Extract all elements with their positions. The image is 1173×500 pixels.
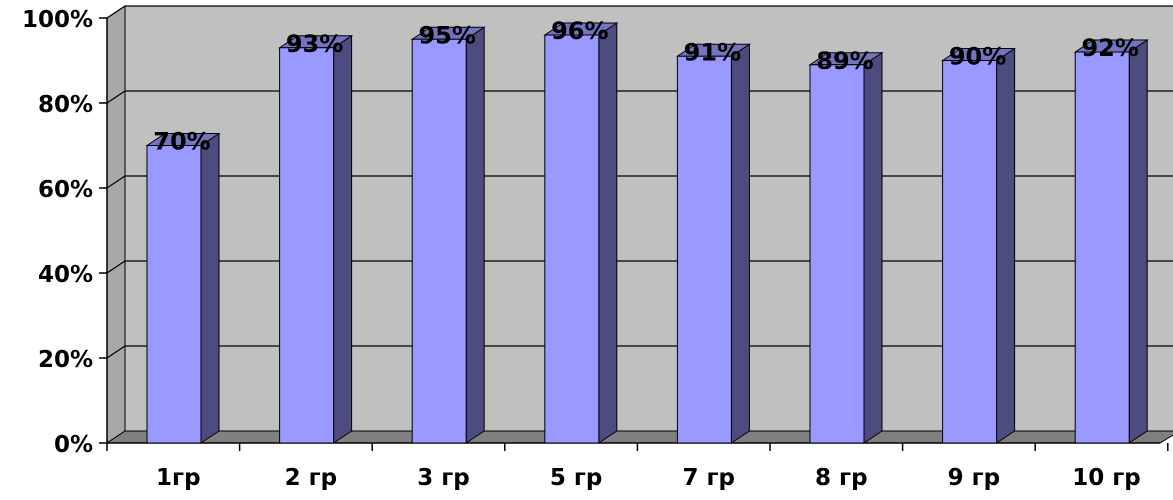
x-tick-label: 10 гр xyxy=(1072,465,1141,491)
gridline xyxy=(106,5,1173,19)
bar-front xyxy=(411,38,467,444)
data-label: 91% xyxy=(684,38,741,66)
data-labels: 70% 93% 95% 96% 91% 89% 90% 92% xyxy=(153,17,1139,156)
data-label: 90% xyxy=(949,43,1006,71)
x-tick-label: 1гр xyxy=(156,465,200,491)
x-tick-label: 2 гр xyxy=(285,465,338,491)
data-label: 70% xyxy=(153,128,210,156)
y-tick-label: 0% xyxy=(54,432,93,458)
bar-front xyxy=(1074,51,1130,444)
bar-front xyxy=(146,145,202,444)
data-label: 95% xyxy=(418,21,475,49)
bar-side xyxy=(465,26,485,444)
bars xyxy=(145,22,1149,444)
bar-side xyxy=(1128,39,1148,444)
bar-front xyxy=(809,64,865,444)
bar-side xyxy=(730,43,750,444)
bar xyxy=(145,132,221,444)
data-label: 92% xyxy=(1081,34,1138,62)
bar xyxy=(808,51,884,444)
bar-front xyxy=(279,47,335,444)
y-tick-label: 20% xyxy=(38,347,93,373)
x-tick-label: 3 гр xyxy=(417,465,470,491)
bar-side xyxy=(598,22,618,444)
data-label: 89% xyxy=(816,47,873,75)
y-axis-tick-labels: 0% 20% 40% 60% 80% 100% xyxy=(22,7,93,458)
x-axis-tick-labels: 1гр 2 гр 3 гр 5 гр 7 гр 8 гр 9 гр 10 гр xyxy=(156,465,1141,491)
bar-side xyxy=(996,47,1016,444)
bar xyxy=(277,34,354,444)
y-tick-label: 60% xyxy=(38,177,93,203)
data-label: 93% xyxy=(286,30,343,58)
bar-front xyxy=(676,55,732,444)
bar-front xyxy=(942,60,998,444)
x-tick-label: 9 гр xyxy=(948,465,1001,491)
x-tick-label: 8 гр xyxy=(815,465,868,491)
bar xyxy=(1073,39,1149,444)
bar-side xyxy=(200,132,220,444)
bar-side xyxy=(863,51,883,444)
bar xyxy=(543,22,619,444)
x-tick-label: 7 гр xyxy=(682,465,735,491)
bar-front xyxy=(544,34,600,444)
bar xyxy=(675,43,752,444)
y-tick-label: 100% xyxy=(22,7,93,33)
side-wall xyxy=(106,5,126,444)
y-tick-label: 40% xyxy=(38,262,93,288)
data-label: 96% xyxy=(551,17,608,45)
bar xyxy=(940,47,1017,444)
bar xyxy=(410,26,486,444)
bar-side xyxy=(333,34,353,444)
x-tick-label: 5 гр xyxy=(550,465,603,491)
y-tick-label: 80% xyxy=(38,92,93,118)
floor xyxy=(105,430,1173,444)
